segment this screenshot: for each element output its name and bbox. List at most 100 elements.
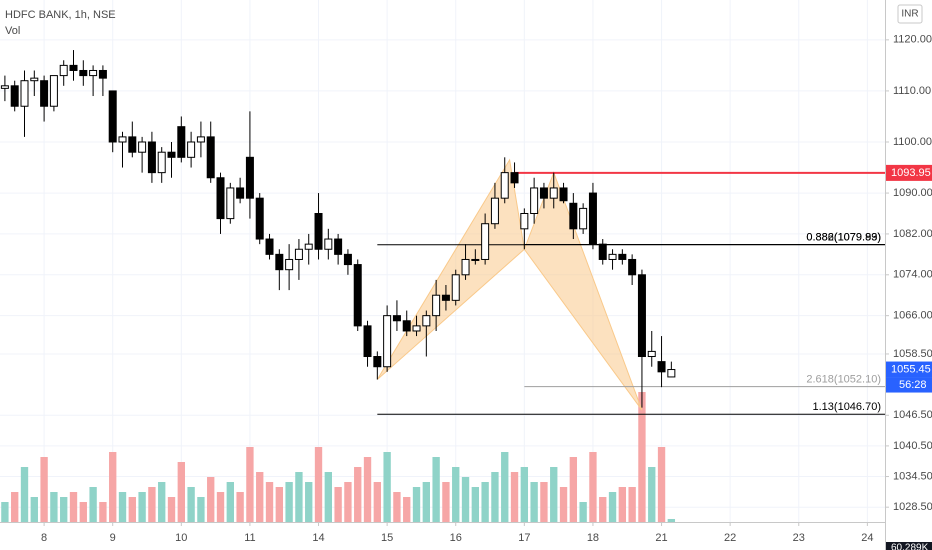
volume-bar [432, 457, 440, 522]
candle-body [598, 243, 607, 260]
volume-bar [256, 472, 264, 522]
volume-bar [207, 477, 215, 522]
volume-bar [559, 487, 568, 522]
candle-body [422, 315, 431, 327]
level-label: 2.618(1052.10) [806, 374, 881, 386]
volume-bar [403, 497, 411, 522]
volume-bar [628, 487, 636, 522]
volume-bar [50, 492, 58, 522]
volume [1, 392, 676, 522]
x-tick-label: 11 [244, 532, 255, 544]
candle-body [89, 69, 98, 77]
currency-box[interactable] [897, 4, 923, 24]
volume-bar [530, 482, 538, 522]
candle-body [206, 136, 215, 179]
volume-bar [599, 497, 607, 522]
currency[interactable]: INR [901, 9, 918, 20]
volume-bar [657, 447, 666, 522]
volume-bar [334, 487, 342, 522]
candle-body [490, 197, 499, 225]
volume-bar [60, 497, 68, 522]
x-tick-label: 17 [518, 532, 530, 544]
candle-body [138, 141, 147, 153]
candle-body [383, 315, 392, 368]
volume-bar [510, 472, 519, 522]
volume-label-box [886, 542, 932, 550]
volume-bar [305, 482, 313, 522]
candle-body [647, 350, 656, 358]
y-tick-label: 1040.50 [893, 440, 932, 452]
volume-bar [579, 502, 587, 522]
candle-body [373, 356, 382, 368]
candle-body [539, 187, 548, 199]
y-tick-label: 1058.50 [893, 348, 932, 360]
candle-body [500, 172, 509, 199]
volume-bar [177, 462, 185, 522]
volume-bar [285, 482, 293, 522]
candle-body [481, 223, 490, 260]
x-tick-label: 23 [793, 532, 805, 544]
candle-body [157, 151, 166, 174]
volume-bar [501, 452, 509, 522]
volume-bar [422, 482, 431, 522]
level-price-label: 1093.95 [891, 167, 931, 179]
countdown: 56:28 [899, 379, 927, 391]
candle-body [412, 325, 421, 332]
y-tick-label: 1082.00 [893, 228, 932, 240]
candle-body [569, 202, 578, 230]
candle-body [236, 187, 245, 199]
volume-bar [265, 482, 274, 522]
candle-body [216, 177, 225, 220]
candle-body [108, 90, 117, 143]
volume-bar [128, 497, 136, 522]
volume-bar [608, 492, 617, 522]
x-tick-label: 24 [861, 532, 873, 544]
y-tick-label: 1074.00 [893, 269, 932, 281]
volume-bar [109, 452, 117, 522]
candle-body [334, 238, 343, 255]
candle-body [520, 212, 529, 230]
volume-bar [354, 467, 362, 522]
candle-body [0, 85, 9, 89]
candle-body [628, 258, 637, 276]
axes: 1120.00 1110.00 1100.00 1090.00 1082.00 1074.… [41, 34, 932, 550]
candle-body [608, 253, 617, 260]
y-tick-label: 1034.50 [893, 470, 932, 482]
volume-bar [383, 452, 391, 522]
volume-bar [79, 502, 87, 522]
volume-bar [187, 487, 195, 522]
candle-body [98, 69, 107, 79]
candle-body [314, 212, 323, 250]
y-tick-label: 1090.00 [893, 187, 932, 199]
volume-bar [11, 492, 19, 522]
candle-body [285, 258, 294, 271]
candle-body [255, 197, 264, 240]
volume-bar [167, 497, 176, 522]
volume-bar [1, 502, 9, 522]
x-tick-label: 10 [175, 532, 187, 544]
x-tick-label: 16 [450, 532, 462, 544]
volume-bar [481, 482, 489, 522]
last-price-label: 1055.45 [891, 363, 931, 375]
volume-bar [648, 467, 656, 522]
volume-bar [471, 487, 480, 522]
x-tick-label: 14 [312, 532, 324, 544]
pattern-triangle [376, 158, 525, 380]
x-tick-label: 9 [110, 532, 116, 544]
volume-bar [491, 472, 499, 522]
volume-bar [30, 497, 38, 522]
candle-body [461, 258, 470, 276]
volume-bar [314, 447, 323, 522]
candle-body [265, 238, 274, 255]
volume-bar [40, 457, 48, 522]
y-tick-label: 1100.00 [893, 136, 932, 148]
volume-bar [69, 492, 78, 522]
volume-bar [226, 482, 234, 522]
candle-body [79, 69, 88, 77]
candle-body [147, 141, 156, 174]
level-label: 1.13(1046.70) [813, 401, 882, 413]
volume-bar [461, 477, 470, 522]
volume-bar [638, 392, 646, 522]
level-label: 0.886(1079.89) [806, 232, 881, 244]
